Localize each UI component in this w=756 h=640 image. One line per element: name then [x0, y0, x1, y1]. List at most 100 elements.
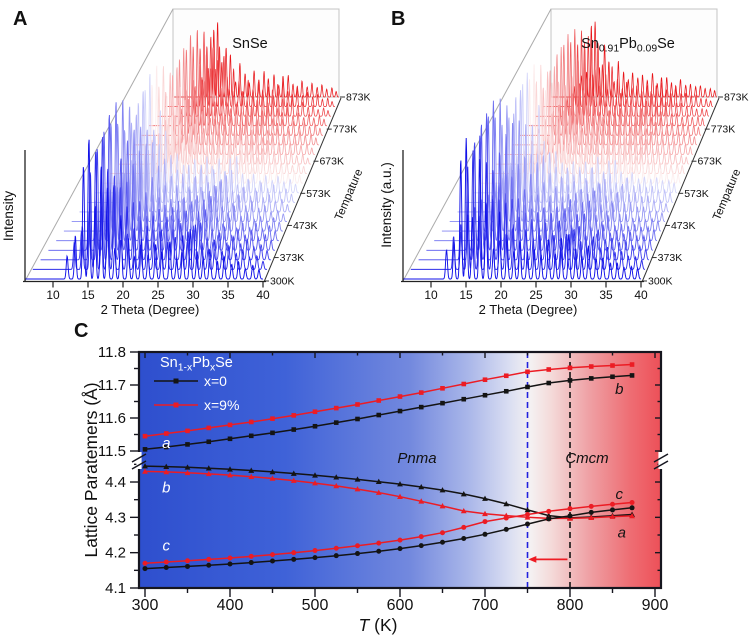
temperature-tick-label: 473K	[671, 220, 696, 232]
xrd-trace	[32, 151, 267, 270]
y-tick-label: 4.3	[105, 509, 126, 526]
y-tick-label: 4.4	[105, 474, 126, 491]
axis-break-mark	[131, 453, 147, 463]
xrd-trace	[56, 102, 279, 242]
panel-label-c: C	[74, 320, 89, 342]
front-axes: 10 15 20 25 30 35 40 2 Theta (Degree) Intensity	[1, 150, 270, 317]
theta-tick-label: 25	[529, 288, 543, 302]
panel-title: SnSe	[232, 36, 267, 52]
axis-break-mark	[131, 460, 147, 470]
legend-entry-label: x=0	[204, 373, 227, 389]
temperature-tick-label: 773K	[333, 124, 358, 136]
theta-tick-label: 15	[81, 288, 95, 302]
axis-break-mark	[653, 453, 669, 463]
temperature-tick-label: 873K	[724, 92, 749, 104]
curve-label-c: c	[163, 537, 171, 554]
xrd-trace	[25, 139, 263, 280]
temperature-axis: 300K 373K 473K 573K 673K 773K 873K	[641, 92, 749, 288]
xrd-traces	[25, 22, 339, 280]
y-tick-label: 4.2	[105, 545, 126, 562]
left-wall-edge	[24, 8, 174, 282]
series-b-axis-x-0	[142, 463, 635, 521]
intensity-axis-label: Intensity (a.u.)	[379, 162, 394, 248]
x-axis-label: 2 Theta (Degree)	[479, 302, 578, 317]
temperature-tick-label: 300K	[270, 276, 295, 288]
xrd-trace	[410, 150, 645, 270]
axis-ticks	[130, 351, 661, 597]
y-tick-label: 11.6	[98, 410, 126, 427]
phase-label-cmcm: Cmcm	[565, 450, 608, 467]
temperature-tick-label: 673K	[697, 156, 722, 168]
temperature-tick-label: 573K	[684, 188, 709, 200]
theta-tick-label: 10	[46, 288, 60, 302]
panel-label-b: B	[391, 8, 406, 30]
xrd-trace	[512, 46, 698, 146]
xrd-traces	[403, 21, 717, 280]
theta-tick-label: 30	[186, 288, 200, 302]
y-tick-label: 11.7	[98, 377, 126, 394]
xrd-trace	[403, 137, 642, 280]
x-tick-label: 900	[642, 597, 669, 614]
panel-label-a: A	[13, 8, 28, 30]
x-tick-label: 400	[217, 597, 244, 614]
x-tick-label: 500	[302, 597, 329, 614]
theta-tick-label: 35	[599, 288, 613, 302]
temperature-tick-label: 573K	[306, 188, 331, 200]
lattice-series	[142, 362, 635, 572]
waterfall-plot: 300K 373K 473K 573K 673K 773K 873K 10 15 20 25 30 35…	[379, 8, 749, 317]
series-c-axis-x-0	[142, 505, 635, 572]
theta-tick-label: 20	[116, 288, 130, 302]
curve-label-b: b	[162, 479, 170, 496]
theta-tick-label: 30	[564, 288, 578, 302]
series-a-axis-x-0	[142, 373, 635, 452]
axis-break-mark	[653, 460, 669, 470]
x-axis-label: 2 Theta (Degree)	[101, 302, 200, 317]
series-c-axis-x-9-	[142, 500, 635, 566]
curve-label-b: b	[615, 381, 623, 398]
theta-tick-label: 40	[634, 288, 648, 302]
xrd-trace	[48, 114, 275, 251]
front-axes: 10 15 20 25 30 35 40 2 Theta (Degree) Intensity …	[379, 150, 648, 317]
temperature-tick-label: 373K	[280, 252, 305, 264]
temperature-tick-label: 300K	[648, 276, 673, 288]
temperature-axis: 300K 373K 473K 573K 673K 773K 873K	[263, 92, 371, 288]
theta-tick-label: 25	[151, 288, 165, 302]
theta-tick-label: 15	[459, 288, 473, 302]
curve-label-a: a	[162, 435, 170, 452]
x-tick-label: 800	[557, 597, 584, 614]
x-axis-label: T (K)	[359, 615, 398, 635]
theta-tick-label: 35	[221, 288, 235, 302]
y-tick-label: 11.8	[98, 344, 126, 361]
y-tick-label: 11.5	[98, 443, 126, 460]
phase-label-pnma: Pnma	[397, 450, 436, 467]
intensity-axis-label: Intensity	[1, 191, 16, 242]
temperature-tick-label: 673K	[319, 156, 344, 168]
temperature-axis-title: Tempature	[711, 167, 743, 222]
xrd-trace	[40, 137, 271, 261]
axis-break-gap	[136, 452, 142, 469]
y-axis-label: Lattice Paratemers (Å)	[81, 382, 101, 557]
temperature-tick-label: 773K	[711, 124, 736, 136]
legend-title: Sn1-xPbxSe	[160, 355, 233, 374]
axis-break-gap	[658, 452, 664, 469]
waterfall-plot: 300K 373K 473K 573K 673K 773K 873K 10 15 20 25 30 35…	[1, 8, 371, 317]
x-tick-label: 300	[132, 597, 159, 614]
theta-tick-label: 10	[424, 288, 438, 302]
curve-label-a: a	[618, 525, 626, 542]
temperature-tick-label: 373K	[658, 252, 683, 264]
transition-shift-arrowhead	[528, 555, 537, 563]
panel-a-xrd-waterfall-snse: 300K 373K 473K 573K 673K 773K 873K 10 15 20 25 30 35…	[1, 8, 371, 317]
panel-b-xrd-waterfall-snpbse: 300K 373K 473K 573K 673K 773K 873K 10 15 20 25 30 35…	[379, 8, 749, 317]
curve-label-c: c	[616, 486, 624, 503]
series-a-axis-x-9-	[142, 362, 635, 439]
temperature-axis-title: Tempature	[333, 167, 365, 222]
temperature-tick-label: 473K	[293, 220, 318, 232]
temperature-tick-label: 873K	[346, 92, 371, 104]
theta-tick-label: 40	[256, 288, 270, 302]
panel-title: Sn0.91Pb0.09Se	[581, 36, 675, 55]
x-tick-label: 600	[387, 597, 414, 614]
y-tick-label: 4.1	[105, 580, 126, 597]
